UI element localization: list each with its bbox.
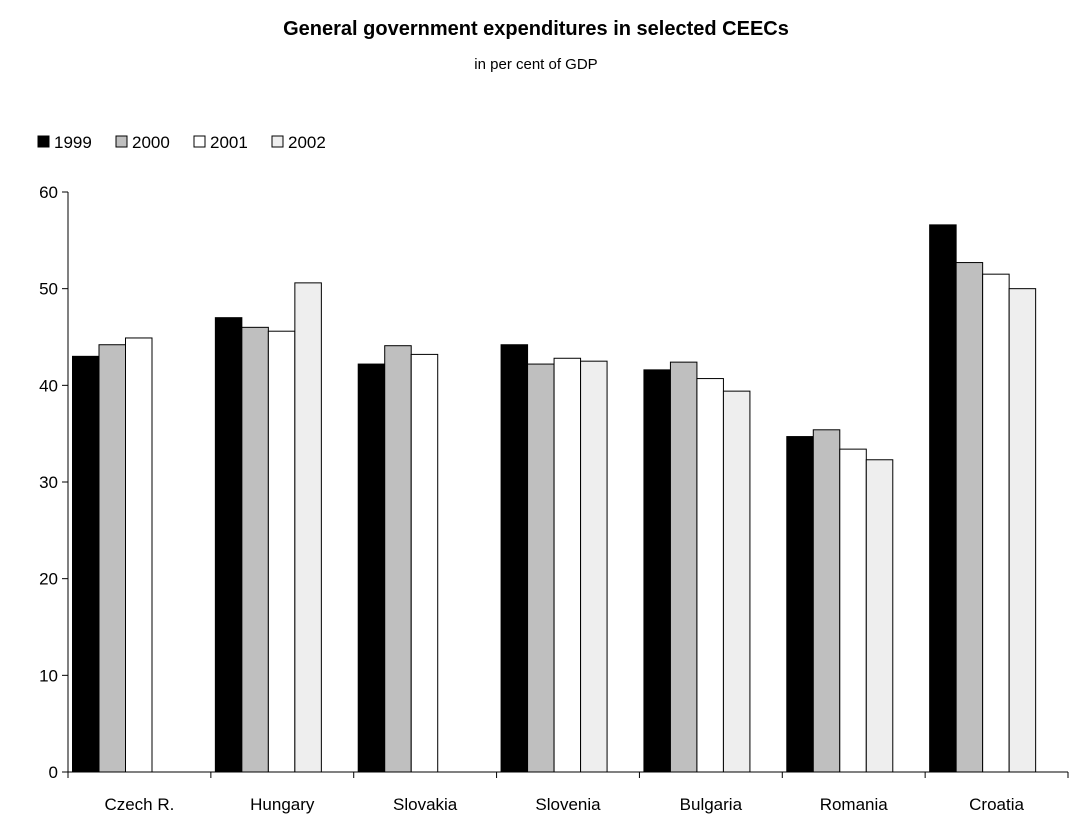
bar-czech-r-2000 xyxy=(99,345,126,772)
y-tick-label-20: 20 xyxy=(39,570,58,589)
legend-label-2002: 2002 xyxy=(288,133,326,152)
bar-slovenia-2000 xyxy=(528,364,555,772)
x-tick-label-bulgaria: Bulgaria xyxy=(680,795,743,814)
y-tick-label-60: 60 xyxy=(39,183,58,202)
x-tick-label-hungary: Hungary xyxy=(250,795,315,814)
bar-romania-2001 xyxy=(840,449,867,772)
bar-bulgaria-2000 xyxy=(670,362,697,772)
legend-label-2000: 2000 xyxy=(132,133,170,152)
y-tick-label-30: 30 xyxy=(39,473,58,492)
legend-swatch-2000 xyxy=(116,136,127,147)
bar-czech-r-2001 xyxy=(126,338,153,772)
bar-croatia-1999 xyxy=(930,225,957,772)
bars xyxy=(73,225,1036,772)
bar-hungary-2002 xyxy=(295,283,322,772)
y-tick-label-40: 40 xyxy=(39,376,58,395)
x-tick-label-croatia: Croatia xyxy=(969,795,1024,814)
x-tick-label-slovakia: Slovakia xyxy=(393,795,458,814)
bar-croatia-2001 xyxy=(983,274,1010,772)
bar-romania-2002 xyxy=(866,460,893,772)
bar-hungary-2001 xyxy=(268,331,295,772)
x-axis: Czech R. Hungary Slovakia Slovenia Bulgaria R… xyxy=(68,772,1068,814)
bar-hungary-1999 xyxy=(215,318,242,772)
y-tick-label-50: 50 xyxy=(39,280,58,299)
bar-slovenia-2001 xyxy=(554,358,581,772)
bar-slovakia-2000 xyxy=(385,346,412,772)
bar-bulgaria-1999 xyxy=(644,370,671,772)
bar-bulgaria-2001 xyxy=(697,379,724,772)
legend-label-1999: 1999 xyxy=(54,133,92,152)
x-tick-label-czech-r: Czech R. xyxy=(104,795,174,814)
bar-slovakia-2001 xyxy=(411,354,438,772)
bar-romania-1999 xyxy=(787,437,814,772)
legend-swatch-2002 xyxy=(272,136,283,147)
bar-romania-2000 xyxy=(813,430,840,772)
bar-slovenia-2002 xyxy=(581,361,608,772)
y-tick-label-0: 0 xyxy=(49,763,58,782)
bar-czech-r-1999 xyxy=(73,356,100,772)
bar-slovenia-1999 xyxy=(501,345,527,772)
bar-bulgaria-2002 xyxy=(723,391,750,772)
y-axis: 0 10 20 30 40 50 60 xyxy=(39,183,68,782)
x-tick-label-slovenia: Slovenia xyxy=(535,795,601,814)
legend-label-2001: 2001 xyxy=(210,133,248,152)
bar-hungary-2000 xyxy=(242,327,269,772)
legend-swatch-2001 xyxy=(194,136,205,147)
bar-slovakia-1999 xyxy=(358,364,385,772)
legend-swatch-1999 xyxy=(38,136,49,147)
bar-croatia-2002 xyxy=(1009,289,1035,772)
y-tick-label-10: 10 xyxy=(39,666,58,685)
legend: 1999 2000 2001 2002 xyxy=(38,133,326,152)
x-tick-label-romania: Romania xyxy=(820,795,889,814)
bar-croatia-2000 xyxy=(956,263,983,772)
